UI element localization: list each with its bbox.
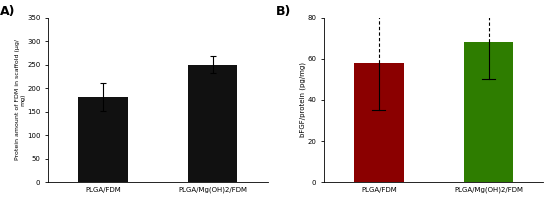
- Bar: [79, 97, 128, 182]
- Y-axis label: bFGF/protein (pg/mg): bFGF/protein (pg/mg): [299, 62, 306, 138]
- Text: A): A): [0, 5, 15, 18]
- Y-axis label: Protein amount of FDM in scaffold (μg/
mg): Protein amount of FDM in scaffold (μg/ m…: [15, 39, 26, 160]
- Bar: [188, 65, 237, 182]
- Text: B): B): [276, 5, 291, 18]
- Bar: [464, 42, 513, 182]
- Bar: [354, 63, 404, 182]
